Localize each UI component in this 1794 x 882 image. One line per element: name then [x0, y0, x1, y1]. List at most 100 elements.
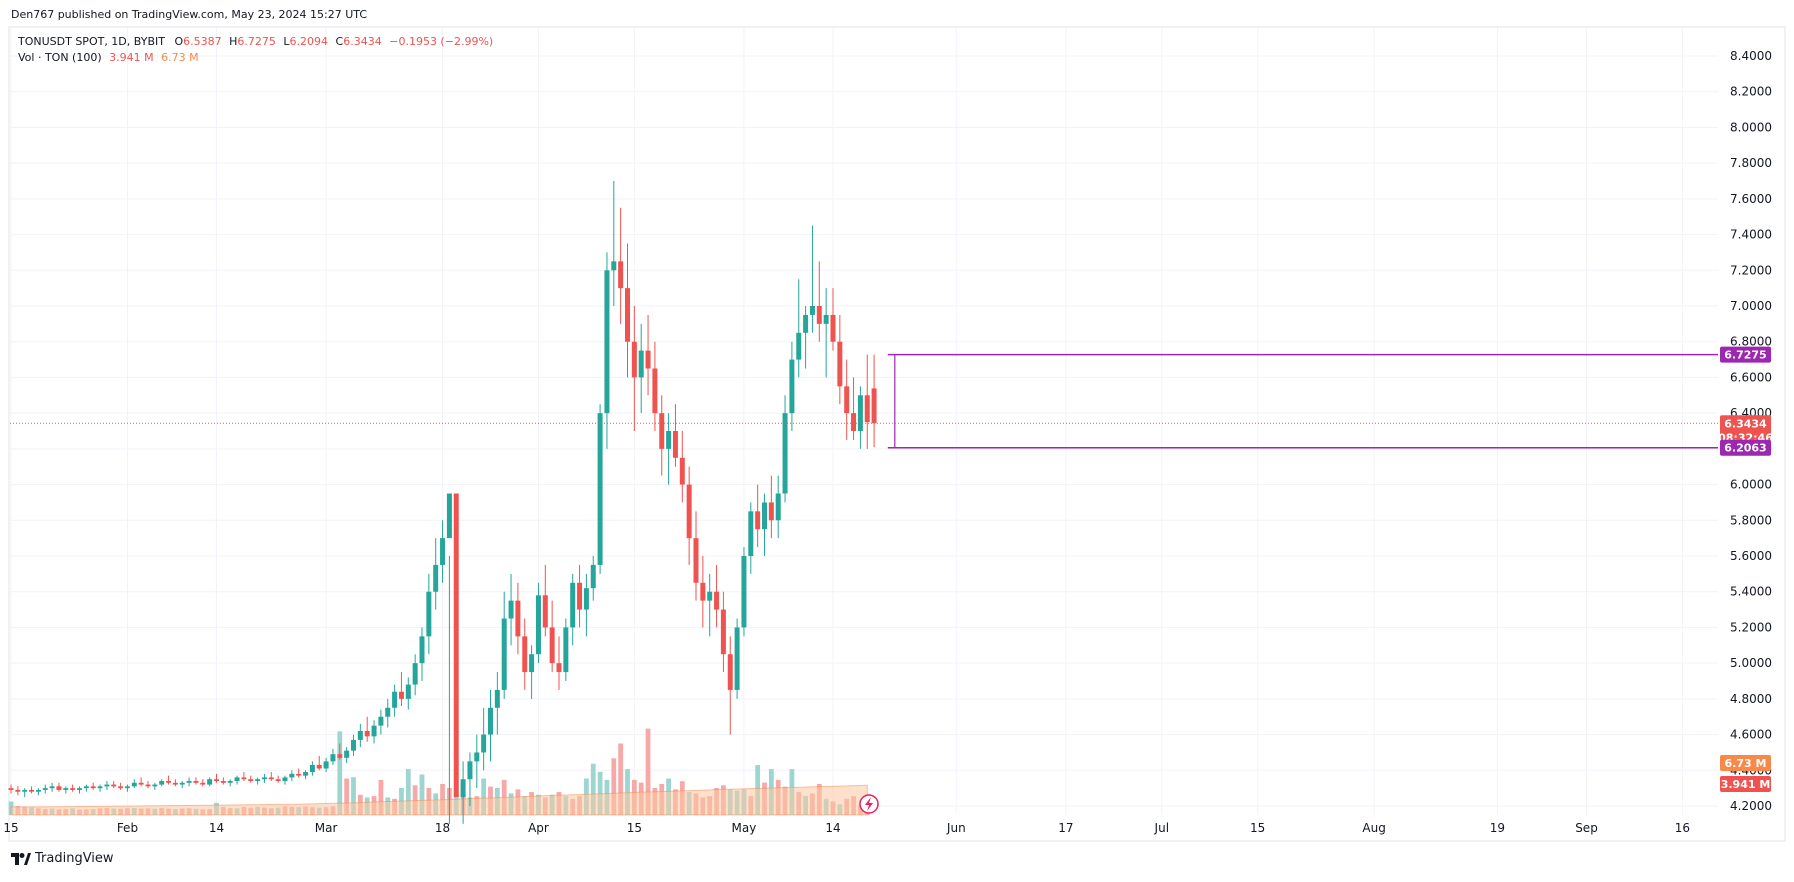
price-tick-label: 7.4000 — [1730, 228, 1772, 242]
candle-body — [631, 341, 637, 378]
candle — [672, 404, 678, 467]
time-tick-label: Sep — [1575, 821, 1598, 835]
high-level-tag: 6.7275 — [1720, 346, 1771, 363]
candle — [460, 761, 466, 824]
close-label: C — [335, 35, 344, 48]
candle — [693, 511, 699, 601]
candle-body — [398, 691, 404, 699]
candle-body — [734, 627, 740, 690]
candle — [152, 782, 158, 790]
candle-body — [309, 764, 315, 773]
candle — [22, 788, 28, 798]
price-tick-label: 6.8000 — [1730, 335, 1772, 349]
candle-body — [590, 564, 596, 589]
volume-bar — [625, 769, 630, 815]
tradingview-logo-icon — [11, 852, 31, 865]
candle-body — [782, 413, 788, 494]
candle — [775, 475, 781, 539]
candle-body — [542, 595, 548, 628]
candle-body — [200, 782, 206, 785]
candle — [261, 773, 267, 783]
candle-body — [268, 777, 274, 780]
candle-body — [145, 784, 151, 787]
candle-body — [22, 789, 28, 792]
volume-legend[interactable]: Vol · TON (100) 3.941 M 6.73 M — [18, 51, 199, 64]
brand-name: TradingView — [35, 851, 114, 866]
time-tick-label: Jul — [1154, 821, 1169, 835]
candle-body — [111, 784, 117, 787]
candle — [467, 752, 473, 806]
close-value: 6.3434 — [343, 35, 382, 48]
candle — [570, 573, 576, 646]
candle — [118, 782, 124, 790]
price-tick-label: 5.2000 — [1730, 620, 1772, 634]
time-tick-label: Feb — [117, 821, 138, 835]
candle-body — [214, 779, 219, 781]
candle-body — [789, 359, 795, 414]
low-label: L — [283, 35, 290, 48]
candle-body — [741, 556, 747, 628]
candle — [583, 573, 589, 637]
symbol-legend[interactable]: TONUSDT SPOT, 1D, BYBIT O6.5387 H6.7275 … — [18, 35, 493, 48]
candle-body — [666, 431, 672, 449]
candle-body — [303, 772, 309, 776]
candle-body — [261, 777, 267, 780]
candle-body — [823, 314, 829, 324]
candle-body — [172, 782, 178, 785]
candle — [282, 775, 288, 785]
candle — [378, 709, 384, 735]
candle-body — [97, 786, 103, 789]
candle-body — [714, 591, 720, 610]
price-tick-label: 5.6000 — [1730, 549, 1772, 563]
candle-body — [234, 777, 240, 781]
volume-title: Vol · TON (100) — [18, 51, 102, 64]
candle — [652, 341, 658, 431]
volume-bar — [590, 763, 596, 815]
candle-body — [90, 786, 96, 789]
volume-ma-area-path — [10, 784, 868, 816]
candle-body — [426, 591, 432, 637]
candle — [782, 395, 788, 503]
candle-body — [700, 582, 706, 601]
candle-body — [56, 786, 62, 790]
candle — [714, 564, 720, 628]
volume-bar — [351, 777, 356, 815]
candle — [796, 279, 802, 378]
candle — [145, 781, 151, 789]
candle — [474, 734, 480, 789]
last-price-tag-text: 6.3434 — [1724, 417, 1767, 430]
candle — [255, 777, 261, 785]
candle — [97, 784, 103, 792]
candle-body — [563, 627, 569, 673]
candle-body — [830, 314, 836, 342]
candle-body — [289, 773, 295, 778]
volume-tag-bg — [1720, 776, 1771, 792]
candle-body — [248, 779, 254, 781]
time-tick-label: 15 — [627, 821, 642, 835]
candle — [8, 784, 14, 794]
volume-bar — [453, 779, 459, 815]
candle — [556, 636, 562, 690]
price-tick-label: 7.6000 — [1730, 192, 1772, 206]
candle — [385, 698, 391, 728]
candle — [542, 564, 548, 637]
volume-tag: 3.941 M — [1720, 776, 1771, 792]
candle — [816, 261, 822, 342]
candle — [494, 672, 500, 735]
last-price-tag-bg — [1720, 415, 1771, 446]
volume-bar — [611, 758, 617, 815]
lightning-icon[interactable] — [859, 794, 879, 814]
candle — [529, 645, 535, 699]
candle-body — [138, 782, 144, 785]
time-axis[interactable]: 15 Feb 14 Mar 18 Apr 15 May 14 Jun 17 Jul 15 Aug 19 Sep… — [3, 821, 1690, 835]
candle — [296, 768, 302, 778]
high-label: H — [229, 35, 238, 48]
price-tick-label: 4.6000 — [1730, 728, 1772, 742]
candle-body — [193, 781, 199, 783]
tradingview-logo[interactable]: TradingView — [11, 851, 114, 866]
candle-body — [748, 511, 754, 556]
candle-body — [241, 777, 247, 780]
candle-body — [762, 502, 767, 530]
price-tick-label: 4.2000 — [1730, 799, 1772, 813]
